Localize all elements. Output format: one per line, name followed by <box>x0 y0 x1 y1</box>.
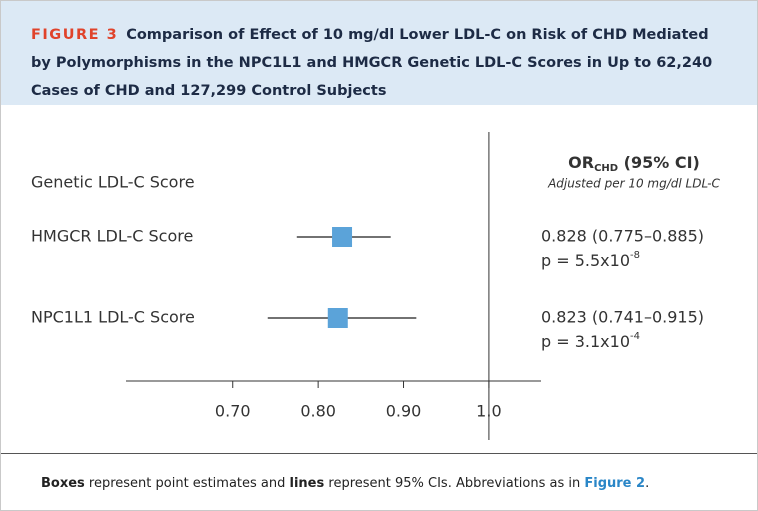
p-label: p = 3.1x10-4 <box>541 331 640 351</box>
value-label: 0.828 (0.775–0.885) <box>541 227 704 246</box>
x-tick-label: 0.70 <box>215 402 251 421</box>
estimate-header-prefix: OR <box>568 153 594 172</box>
caption-bold: lines <box>289 476 325 491</box>
point-box <box>327 308 348 328</box>
caption-text: represent 95% CIs. Abbreviations as in <box>324 476 585 491</box>
p-label: p = 5.5x10-8 <box>541 250 640 270</box>
row-header: Genetic LDL-C Score <box>31 173 195 192</box>
row-label: HMGCR LDL-C Score <box>31 227 193 246</box>
row-label: NPC1L1 LDL-C Score <box>31 308 195 327</box>
estimate-header: ORCHD (95% CI) <box>568 153 700 175</box>
point-box <box>332 227 353 247</box>
caption-text: . <box>645 476 650 491</box>
figure-label: FIGURE 3 <box>31 27 119 43</box>
caption-bold: Boxes <box>41 476 85 491</box>
caption: Boxes represent point estimates and line… <box>1 453 757 510</box>
figure-header: FIGURE 3 Comparison of Effect of 10 mg/dl… <box>1 1 757 105</box>
figure-link[interactable]: Figure 2 <box>584 476 646 491</box>
chart: Genetic LDL-C Score ORCHD (95% CI) Adjus… <box>31 132 721 440</box>
estimate-header-subscript: CHD <box>594 163 618 174</box>
value-label: 0.823 (0.741–0.915) <box>541 308 704 327</box>
p-label-base: p = 3.1x10 <box>541 332 630 351</box>
figure-title: Comparison of Effect of 10 mg/dl Lower L… <box>31 27 713 99</box>
x-tick-label: 0.90 <box>386 402 422 421</box>
p-label-exponent: -8 <box>630 250 640 261</box>
x-tick-label: 0.80 <box>300 402 336 421</box>
estimate-header-suffix: (95% CI) <box>618 153 700 172</box>
p-label-base: p = 5.5x10 <box>541 251 630 270</box>
p-label-exponent: -4 <box>630 331 640 342</box>
caption-text: represent point estimates and <box>84 476 290 491</box>
estimate-note: Adjusted per 10 mg/dl LDL-C <box>547 177 720 191</box>
